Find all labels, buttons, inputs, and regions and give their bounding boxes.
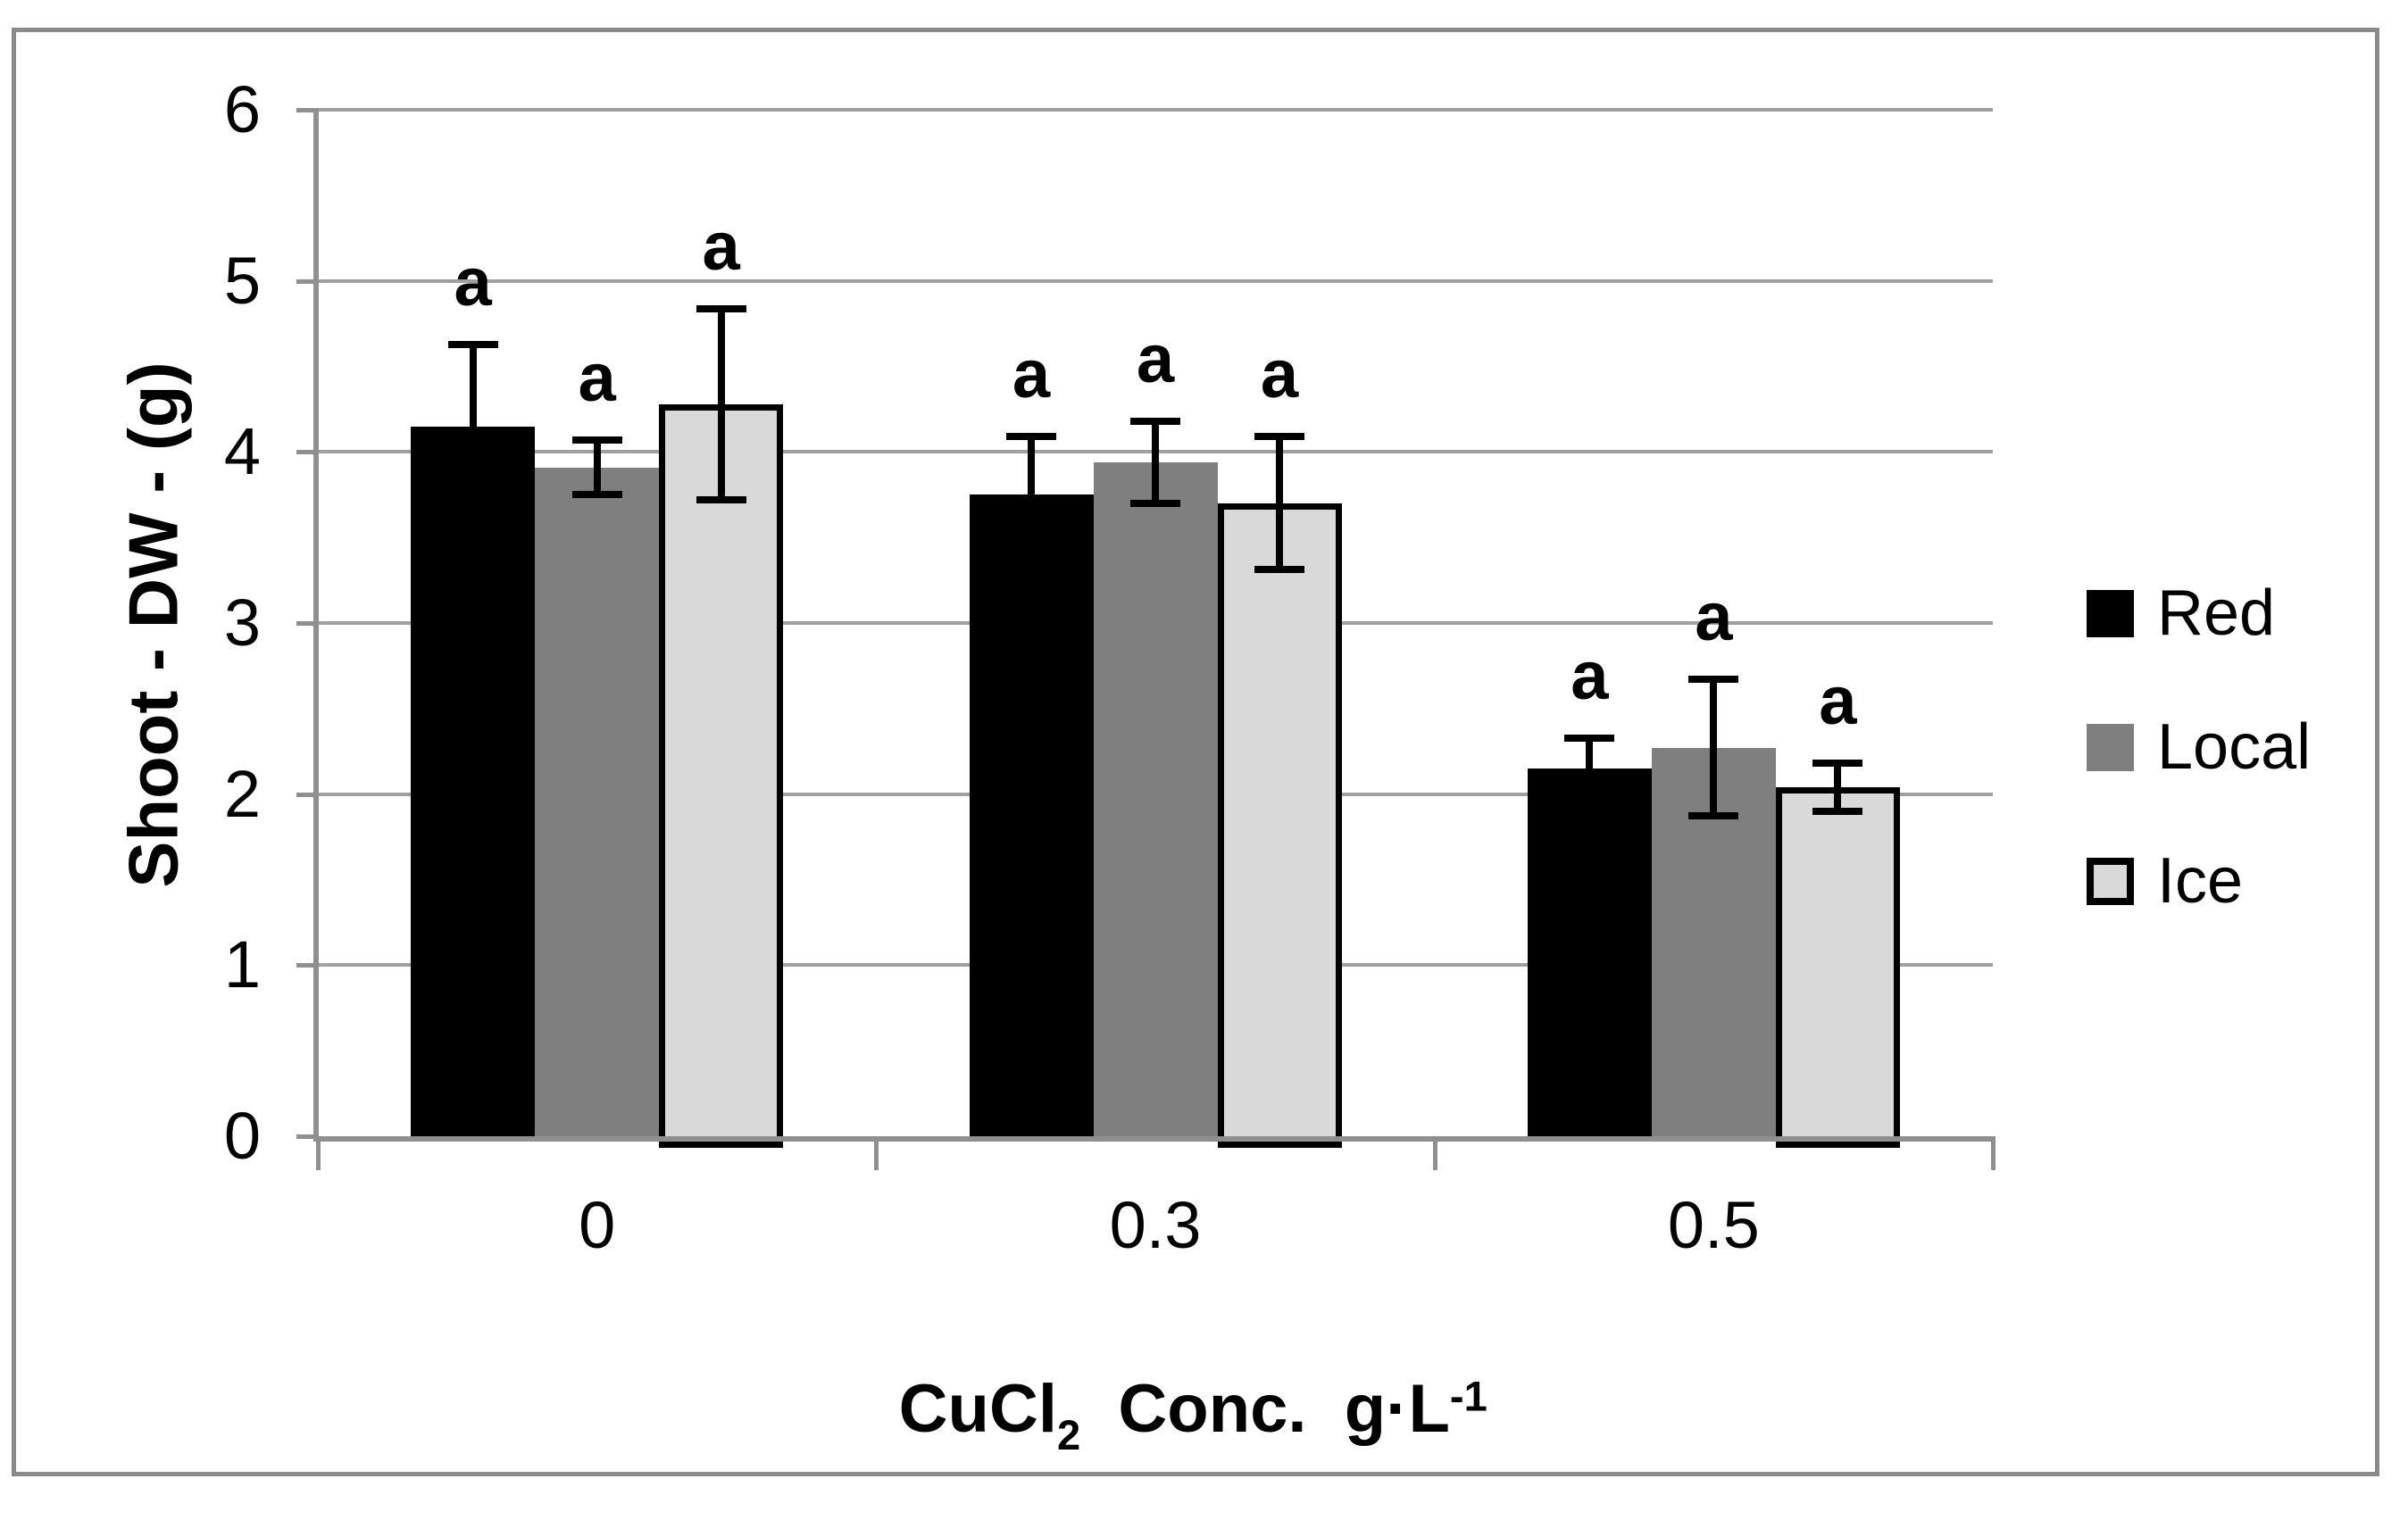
y-tick-label-3: 3 — [223, 586, 261, 660]
bar-local-cat1 — [1093, 461, 1218, 1136]
error-bar-cap-top-ice-cat2 — [1812, 760, 1863, 768]
y-tick-3 — [296, 621, 318, 626]
x-axis-title-subscript: 2 — [1056, 1410, 1081, 1458]
error-bar-cap-top-ice-cat0 — [696, 304, 746, 312]
bar-red-cat1 — [969, 494, 1094, 1136]
legend-label-local: Local — [2157, 711, 2312, 783]
error-bar-cap-top-ice-cat1 — [1254, 433, 1304, 441]
sig-label-red-cat1: a — [1012, 336, 1051, 413]
legend-label-red: Red — [2157, 577, 2276, 649]
x-axis-title-base: CuCl — [898, 1371, 1057, 1447]
y-tick-label-1: 1 — [223, 927, 261, 1002]
legend: Red Local Ice — [2087, 577, 2312, 984]
error-bar-local-cat2 — [1710, 676, 1718, 820]
x-tick-2 — [1432, 1136, 1437, 1170]
error-bar-cap-bottom-ice-cat2 — [1812, 807, 1863, 815]
y-tick-2 — [296, 792, 318, 797]
x-axis-title-mid: Conc. g·L — [1080, 1371, 1450, 1447]
y-tick-label-0: 0 — [223, 1099, 261, 1173]
error-bar-cap-bottom-ice-cat0 — [696, 495, 746, 503]
x-tick-3 — [1991, 1136, 1996, 1170]
y-tick-4 — [296, 450, 318, 455]
legend-item-ice: Ice — [2087, 845, 2311, 917]
sig-label-local-cat2: a — [1695, 579, 1733, 656]
gridline-y-5 — [318, 278, 1993, 283]
x-tick-label-0: 0 — [579, 1188, 616, 1262]
y-tick-6 — [296, 108, 318, 112]
sig-label-ice-cat0: a — [702, 208, 740, 285]
y-tick-label-2: 2 — [223, 756, 261, 831]
sig-label-ice-cat2: a — [1819, 663, 1857, 740]
error-bar-cap-bottom-local-cat0 — [571, 491, 622, 499]
error-bar-red-cat1 — [1028, 433, 1035, 557]
legend-label-ice: Ice — [2157, 845, 2244, 917]
y-tick-5 — [296, 278, 318, 284]
error-bar-local-cat1 — [1152, 418, 1159, 507]
bar-local-cat0 — [535, 467, 660, 1136]
x-axis-title: CuCl2 Conc. g·L-1 — [318, 1292, 1993, 1537]
error-bar-cap-bottom-red-cat2 — [1564, 795, 1615, 803]
figure-canvas: Shoot - DW - (g) CuCl2 Conc. g·L-1 Red Lo… — [12, 28, 2379, 1476]
error-bar-ice-cat0 — [717, 304, 725, 503]
bar-ice-cat0 — [659, 403, 784, 1148]
sig-label-local-cat0: a — [578, 340, 616, 417]
y-tick-label-4: 4 — [223, 414, 261, 489]
error-bar-cap-top-red-cat1 — [1006, 433, 1056, 441]
error-bar-red-cat2 — [1586, 734, 1594, 803]
bar-ice-cat1 — [1217, 503, 1342, 1148]
x-tick-label-0.5: 0.5 — [1667, 1188, 1760, 1262]
bar-red-cat0 — [411, 426, 536, 1136]
x-tick-1 — [874, 1136, 879, 1170]
error-bar-ice-cat1 — [1276, 433, 1283, 574]
x-axis-line — [313, 1136, 1993, 1142]
legend-item-local: Local — [2087, 711, 2312, 783]
bar-red-cat2 — [1527, 768, 1652, 1136]
error-bar-cap-top-red-cat0 — [447, 340, 498, 348]
sig-label-ice-cat1: a — [1260, 336, 1299, 413]
sig-label-red-cat2: a — [1571, 637, 1609, 714]
error-bar-cap-bottom-red-cat0 — [447, 504, 498, 512]
error-bar-cap-bottom-red-cat1 — [1006, 549, 1056, 557]
y-tick-label-6: 6 — [223, 72, 261, 146]
y-tick-0 — [296, 1134, 318, 1139]
legend-item-red: Red — [2087, 577, 2311, 649]
legend-swatch-local — [2087, 723, 2134, 771]
y-tick-label-5: 5 — [223, 243, 261, 318]
legend-swatch-red — [2087, 589, 2134, 637]
legend-swatch-ice — [2087, 857, 2134, 905]
error-bar-cap-bottom-local-cat2 — [1688, 812, 1739, 820]
error-bar-cap-top-local-cat2 — [1688, 676, 1739, 684]
error-bar-cap-bottom-local-cat1 — [1130, 499, 1180, 507]
gridline-y-6 — [318, 108, 1993, 112]
error-bar-local-cat0 — [593, 436, 601, 499]
bar-ice-cat2 — [1775, 787, 1900, 1148]
error-bar-red-cat0 — [469, 340, 477, 512]
error-bar-ice-cat2 — [1834, 760, 1842, 815]
error-bar-cap-top-red-cat2 — [1564, 734, 1615, 742]
sig-label-red-cat0: a — [454, 244, 492, 320]
sig-label-local-cat1: a — [1136, 321, 1175, 397]
error-bar-cap-top-local-cat1 — [1130, 418, 1180, 425]
x-tick-label-0.3: 0.3 — [1109, 1188, 1202, 1262]
x-tick-0 — [316, 1136, 321, 1170]
y-tick-1 — [296, 963, 318, 968]
x-axis-title-superscript: -1 — [1449, 1372, 1487, 1420]
error-bar-cap-bottom-ice-cat1 — [1254, 566, 1304, 574]
error-bar-cap-top-local-cat0 — [571, 436, 622, 444]
